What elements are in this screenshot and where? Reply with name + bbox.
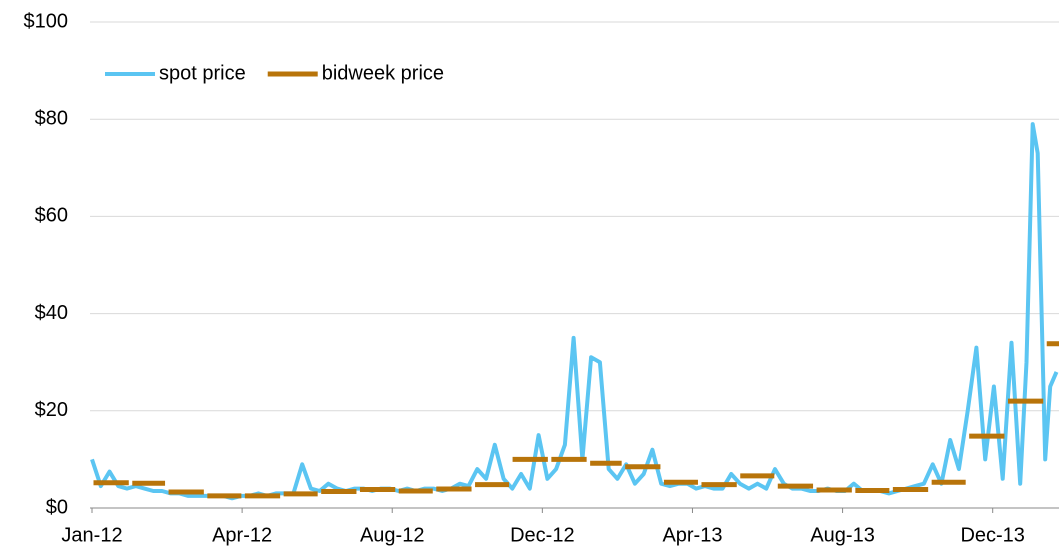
x-tick-label: Jan-12 — [61, 524, 122, 546]
x-tick-label: Aug-13 — [810, 524, 875, 546]
y-tick-label: $100 — [24, 10, 69, 32]
y-tick-label: $20 — [35, 399, 68, 421]
y-tick-label: $0 — [46, 496, 68, 518]
y-tick-label: $60 — [35, 205, 68, 227]
x-tick-label: Dec-12 — [510, 524, 574, 546]
y-tick-label: $40 — [35, 302, 68, 324]
x-tick-label: Aug-12 — [360, 524, 425, 546]
legend-label: bidweek price — [322, 62, 444, 84]
x-tick-label: Apr-12 — [212, 524, 272, 546]
spot-line — [90, 122, 1059, 501]
legend-label: spot price — [159, 62, 246, 84]
x-tick-label: Dec-13 — [960, 524, 1024, 546]
y-tick-label: $80 — [35, 107, 68, 129]
x-tick-label: Apr-13 — [662, 524, 722, 546]
